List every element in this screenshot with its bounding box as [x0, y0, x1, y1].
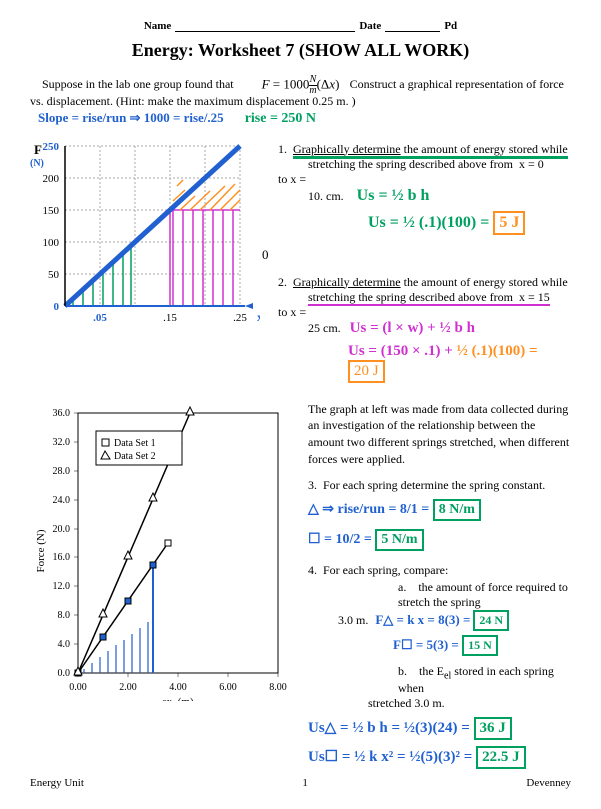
svg-text:100: 100 [43, 237, 60, 249]
q1-q2-column: 1. Graphically determine the amount of e… [278, 136, 571, 383]
svg-text:50: 50 [48, 269, 60, 281]
svg-text:6.00: 6.00 [219, 682, 237, 693]
svg-text:Data Set 2: Data Set 2 [114, 451, 156, 462]
svg-text:20.0: 20.0 [53, 524, 71, 535]
q4: 4. For each spring, compare: a. the amou… [308, 563, 571, 711]
svg-text:.15: .15 [163, 312, 177, 324]
svg-text:8.0: 8.0 [58, 610, 71, 621]
svg-text:0.0: 0.0 [58, 668, 71, 679]
page: Name Date Pd Energy: Worksheet 7 (SHOW A… [0, 0, 601, 809]
para2: The graph at left was made from data col… [308, 401, 571, 468]
footer: Energy Unit 1 Devenney [30, 777, 571, 789]
upper-section: 0 50 100 150 200 250 .05 .15 .25 x(m) F … [30, 136, 571, 383]
footer-center: 1 [302, 777, 308, 789]
intro-block: F = 1000Nm(Δx) Suppose in the lab one gr… [30, 75, 571, 110]
name-label: Name [144, 20, 172, 32]
footer-left: Energy Unit [30, 777, 84, 789]
q3: 3. For each spring determine the spring … [308, 478, 571, 493]
pd-label: Pd [444, 20, 457, 32]
svg-text:0.00: 0.00 [69, 682, 87, 693]
svg-text:Force (N): Force (N) [35, 529, 47, 572]
svg-text:x(m): x(m) [257, 310, 260, 324]
svg-text:.25: .25 [233, 312, 247, 324]
svg-text:Data Set 1: Data Set 1 [114, 438, 156, 449]
header: Name Date Pd [30, 20, 571, 32]
zero-marker: 0 [262, 247, 571, 263]
svg-text:200: 200 [43, 173, 60, 185]
svg-text:.05: .05 [93, 312, 107, 324]
svg-text:12.0: 12.0 [53, 581, 71, 592]
q2-work: Us = (150 × .1) + ½ (.1)(100) = 20 J [348, 343, 571, 383]
svg-text:36.0: 36.0 [53, 408, 71, 419]
q1-work: Us = ½ (.1)(100) = 5 J [368, 211, 571, 235]
svg-text:0: 0 [54, 301, 60, 313]
q3-tri: △ ⇒ rise/run = 8/1 = 8 N/m [308, 499, 571, 521]
q4-u1: Us△ = ½ b h = ½(3)(24) = 36 J [308, 717, 571, 740]
footer-right: Devenney [526, 777, 571, 789]
chart1: 0 50 100 150 200 250 .05 .15 .25 x(m) F … [30, 136, 260, 336]
svg-text:24.0: 24.0 [53, 495, 71, 506]
slope-note: Slope = rise/run ⇒ 1000 = rise/.25 [38, 110, 224, 125]
svg-text:250: 250 [43, 141, 60, 153]
svg-text:2.00: 2.00 [119, 682, 137, 693]
svg-text:sx (m): sx (m) [162, 696, 194, 701]
svg-text:(N): (N) [30, 158, 44, 169]
page-title: Energy: Worksheet 7 (SHOW ALL WORK) [30, 40, 571, 61]
q4-u2: Us☐ = ½ k x² = ½(5)(3)² = 22.5 J [308, 746, 571, 769]
svg-text:32.0: 32.0 [53, 437, 71, 448]
lower-right-column: The graph at left was made from data col… [308, 401, 571, 770]
q1: 1. Graphically determine the amount of e… [278, 142, 571, 205]
lower-section: Data Set 1 Data Set 2 0.0 4.0 8.0 12.0 16.0… [30, 401, 571, 770]
svg-text:16.0: 16.0 [53, 552, 71, 563]
handwritten-slope-row: Slope = rise/run ⇒ 1000 = rise/.25 rise … [30, 110, 571, 136]
svg-text:28.0: 28.0 [53, 466, 71, 477]
q2: 2. Graphically determine the amount of e… [278, 275, 571, 337]
date-label: Date [359, 20, 381, 32]
svg-text:8.00: 8.00 [269, 682, 287, 693]
q3-sq: ☐ = 10/2 = 5 N/m [308, 529, 571, 551]
chart2: Data Set 1 Data Set 2 0.0 4.0 8.0 12.0 16.0… [30, 401, 290, 691]
svg-text:4.0: 4.0 [58, 639, 71, 650]
intro-text: Suppose in the lab one group found that … [30, 76, 571, 110]
rise-note: rise = 250 N [245, 111, 316, 126]
svg-text:F: F [34, 142, 42, 157]
svg-text:150: 150 [43, 205, 60, 217]
svg-text:4.00: 4.00 [169, 682, 187, 693]
